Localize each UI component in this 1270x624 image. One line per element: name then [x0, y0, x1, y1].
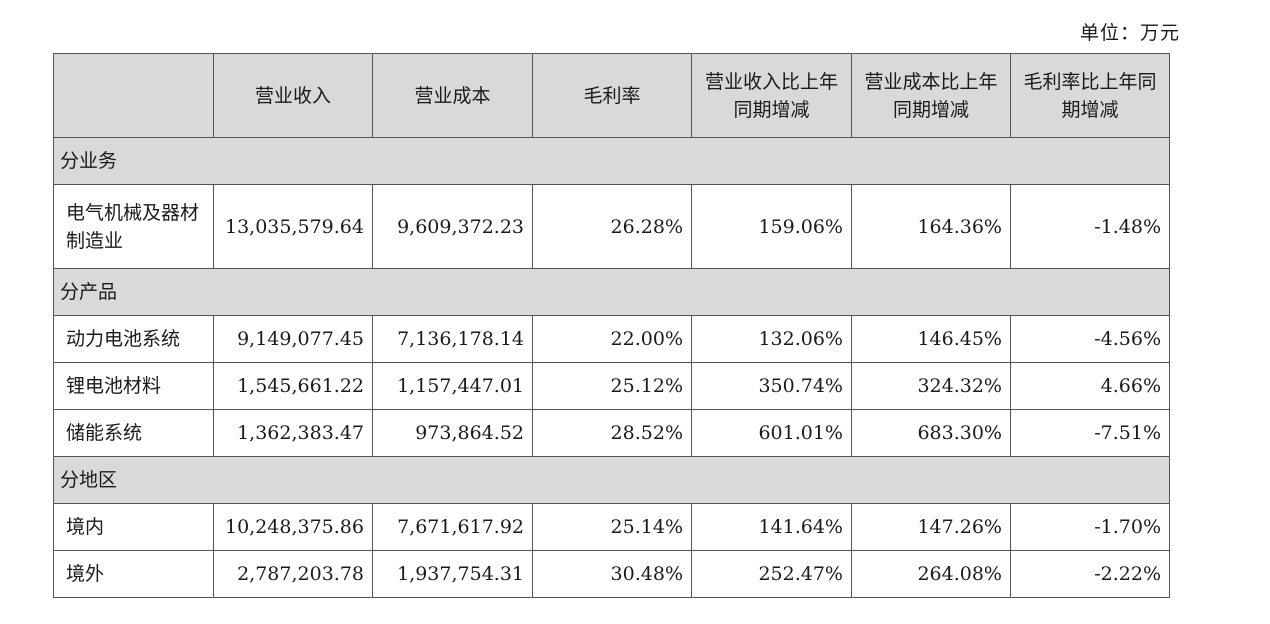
- table-row: 锂电池材料 1,545,661.22 1,157,447.01 25.12% 3…: [53, 362, 1170, 410]
- row-label: 境内: [53, 503, 214, 551]
- row-label: 储能系统: [53, 409, 214, 457]
- table-row: 境内 10,248,375.86 7,671,617.92 25.14% 141…: [53, 503, 1170, 551]
- revenue-table: 营业收入 营业成本 毛利率 营业收入比上年同期增减 营业成本比上年同期增减 毛利…: [53, 53, 1170, 598]
- table-row: 储能系统 1,362,383.47 973,864.52 28.52% 601.…: [53, 409, 1170, 457]
- cell-cost: 7,671,617.92: [372, 503, 533, 551]
- header-cell: 毛利率: [532, 53, 692, 138]
- cell-gross-margin: 30.48%: [532, 550, 692, 598]
- table-row: 电气机械及器材制造业 13,035,579.64 9,609,372.23 26…: [53, 184, 1170, 269]
- cell-cost: 1,937,754.31: [372, 550, 533, 598]
- cell-margin-yoy: 4.66%: [1010, 362, 1170, 410]
- table-row: 动力电池系统 9,149,077.45 7,136,178.14 22.00% …: [53, 315, 1170, 363]
- row-label: 动力电池系统: [53, 315, 214, 363]
- row-label: 境外: [53, 550, 214, 598]
- unit-label: 单位：万元: [1079, 22, 1180, 44]
- cell-gross-margin: 28.52%: [532, 409, 692, 457]
- cell-cost: 1,157,447.01: [372, 362, 533, 410]
- header-cell: 营业成本: [372, 53, 533, 138]
- cell-revenue: 1,545,661.22: [213, 362, 373, 410]
- table-header-row: 营业收入 营业成本 毛利率 营业收入比上年同期增减 营业成本比上年同期增减 毛利…: [53, 53, 1170, 138]
- section-title: 分业务: [53, 137, 1170, 185]
- cell-revenue-yoy: 141.64%: [691, 503, 852, 551]
- cell-revenue-yoy: 252.47%: [691, 550, 852, 598]
- cell-revenue-yoy: 601.01%: [691, 409, 852, 457]
- header-cell: 营业成本比上年同期增减: [851, 53, 1011, 138]
- cell-cost: 9,609,372.23: [372, 184, 533, 269]
- cell-revenue: 1,362,383.47: [213, 409, 373, 457]
- row-label: 锂电池材料: [53, 362, 214, 410]
- cell-margin-yoy: -7.51%: [1010, 409, 1170, 457]
- section-title: 分地区: [53, 456, 1170, 504]
- cell-gross-margin: 25.14%: [532, 503, 692, 551]
- cell-cost-yoy: 264.08%: [851, 550, 1011, 598]
- cell-cost-yoy: 146.45%: [851, 315, 1011, 363]
- cell-revenue: 13,035,579.64: [213, 184, 373, 269]
- section-row: 分业务: [53, 137, 1170, 185]
- row-label: 电气机械及器材制造业: [53, 184, 214, 269]
- cell-cost-yoy: 147.26%: [851, 503, 1011, 551]
- header-cell: 营业收入: [213, 53, 373, 138]
- cell-margin-yoy: -1.48%: [1010, 184, 1170, 269]
- section-row: 分地区: [53, 456, 1170, 504]
- cell-cost: 973,864.52: [372, 409, 533, 457]
- cell-margin-yoy: -2.22%: [1010, 550, 1170, 598]
- section-title: 分产品: [53, 268, 1170, 316]
- cell-revenue-yoy: 132.06%: [691, 315, 852, 363]
- cell-margin-yoy: -4.56%: [1010, 315, 1170, 363]
- cell-cost-yoy: 324.32%: [851, 362, 1011, 410]
- table-row: 境外 2,787,203.78 1,937,754.31 30.48% 252.…: [53, 550, 1170, 598]
- cell-revenue-yoy: 350.74%: [691, 362, 852, 410]
- section-row: 分产品: [53, 268, 1170, 316]
- cell-cost-yoy: 164.36%: [851, 184, 1011, 269]
- cell-gross-margin: 22.00%: [532, 315, 692, 363]
- cell-cost: 7,136,178.14: [372, 315, 533, 363]
- cell-margin-yoy: -1.70%: [1010, 503, 1170, 551]
- cell-revenue: 2,787,203.78: [213, 550, 373, 598]
- cell-revenue: 9,149,077.45: [213, 315, 373, 363]
- header-cell: 毛利率比上年同期增减: [1010, 53, 1170, 138]
- header-cell: 营业收入比上年同期增减: [691, 53, 852, 138]
- cell-revenue: 10,248,375.86: [213, 503, 373, 551]
- cell-cost-yoy: 683.30%: [851, 409, 1011, 457]
- cell-revenue-yoy: 159.06%: [691, 184, 852, 269]
- cell-gross-margin: 26.28%: [532, 184, 692, 269]
- header-cell: [53, 53, 214, 138]
- cell-gross-margin: 25.12%: [532, 362, 692, 410]
